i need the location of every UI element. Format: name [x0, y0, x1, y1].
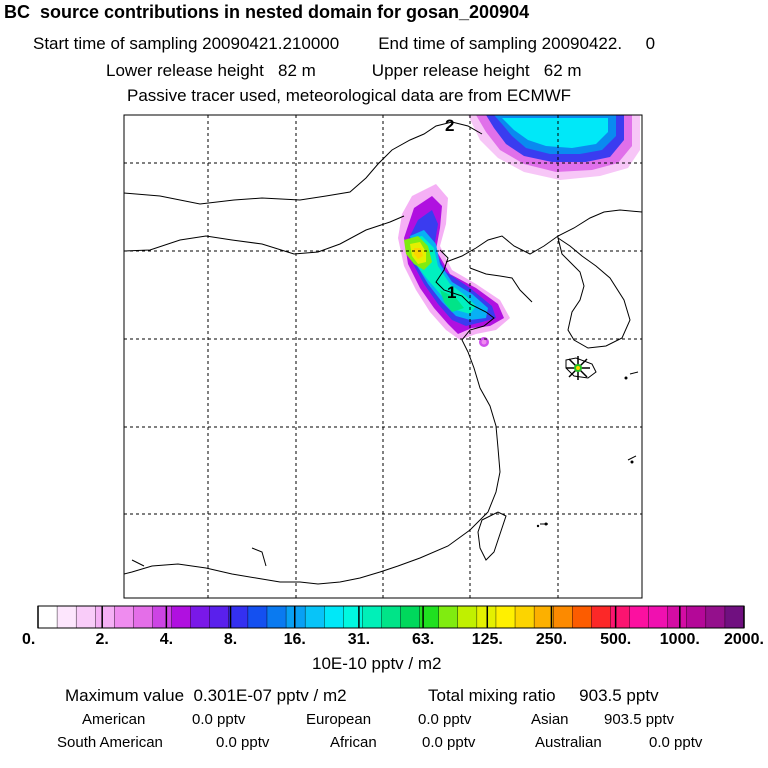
- colorbar-cell: [114, 605, 134, 629]
- upper-release-height: Upper release height 62 m: [371, 61, 582, 80]
- colorbar-cell: [285, 605, 306, 629]
- colorbar-cell: [591, 605, 611, 629]
- colorbar-cell: [495, 605, 516, 629]
- american-label: American: [82, 711, 146, 728]
- plume-north: [468, 115, 640, 180]
- american-value: 0.0 pptv: [192, 711, 246, 728]
- colorbar-tick-label: 2.: [95, 631, 109, 648]
- colorbar-cell: [37, 605, 58, 629]
- colorbar-tick-label: 125.: [471, 631, 503, 648]
- colorbar-cell: [572, 605, 592, 629]
- plume-layer: [398, 115, 640, 347]
- colorbar-cell: [610, 605, 631, 629]
- european-label: European: [306, 711, 372, 728]
- colorbar-cell: [362, 605, 382, 629]
- colorbar-tick-label: 31.: [347, 631, 371, 648]
- asian-label: Asian: [531, 711, 569, 728]
- colorbar-cell: [381, 605, 402, 629]
- australian-value: 0.0 pptv: [649, 734, 703, 751]
- tracer-info: Passive tracer used, meteorological data…: [127, 86, 572, 105]
- colorbar-cell: [686, 605, 707, 629]
- colorbar-cell: [457, 605, 478, 629]
- colorbar-cell: [228, 605, 249, 629]
- maximum-value: Maximum value 0.301E-07 pptv / m2: [65, 686, 347, 705]
- colorbar-cell: [247, 605, 268, 629]
- colorbar-tick-label: 500.: [600, 631, 632, 648]
- colorbar-cell: [171, 605, 192, 629]
- colorbar-cell: [56, 605, 77, 629]
- colorbar-cell: [705, 605, 726, 629]
- colorbar-tick-label: 4.: [159, 631, 174, 648]
- colorbar-cell: [629, 605, 650, 629]
- marker-1-label: 1: [447, 283, 456, 302]
- colorbar-cell: [724, 605, 745, 629]
- lat-lon-grid: [124, 115, 642, 598]
- colorbar-cell: [95, 605, 115, 629]
- start-time: Start time of sampling 20090421.210000: [33, 34, 340, 53]
- colorbar-cell: [75, 605, 96, 629]
- colorbar-cell: [304, 605, 325, 629]
- release-heights: Lower release height 82 m Upper release h…: [106, 61, 582, 81]
- coastlines: [124, 121, 642, 585]
- colorbar-cell: [266, 605, 287, 629]
- colorbar-tick-label: 250.: [535, 631, 568, 648]
- colorbar-cell: [343, 605, 363, 629]
- colorbar-unit: 10E-10 pptv / m2: [312, 654, 442, 673]
- colorbar-cell: [533, 605, 554, 629]
- australian-label: Australian: [535, 734, 602, 751]
- european-value: 0.0 pptv: [418, 711, 472, 728]
- plot-title: BC source contributions in nested domain…: [4, 2, 530, 22]
- colorbar-cell: [552, 605, 573, 629]
- south-american-value: 0.0 pptv: [216, 734, 270, 751]
- colorbar-tick-label: 8.: [223, 631, 238, 648]
- total-mixing-ratio: Total mixing ratio 903.5 pptv: [428, 686, 659, 705]
- colorbar-cell: [209, 605, 230, 629]
- colorbar-tick-label: 63.: [411, 631, 435, 648]
- asian-value: 903.5 pptv: [604, 711, 675, 728]
- colorbar-cell: [514, 605, 535, 629]
- colorbar-cell: [648, 605, 669, 629]
- colorbar-tick-label: 1000.: [659, 631, 700, 648]
- colorbar: [37, 605, 745, 629]
- sampling-times: Start time of sampling 20090421.210000 En…: [33, 34, 655, 54]
- african-value: 0.0 pptv: [422, 734, 476, 751]
- colorbar-tick-label: 0.: [22, 631, 36, 648]
- colorbar-tick-label: 2000.: [723, 631, 764, 648]
- small-islands: [536, 376, 634, 528]
- colorbar-cell: [190, 605, 211, 629]
- receptor-star-icon: [566, 356, 590, 380]
- plume-south: [398, 184, 510, 347]
- colorbar-tick-label: 16.: [283, 631, 306, 648]
- lower-release-height: Lower release height 82 m: [106, 61, 316, 80]
- colorbar-cell: [152, 605, 173, 629]
- marker-2-label: 2: [445, 116, 454, 135]
- colorbar-cell: [400, 605, 421, 629]
- colorbar-cell: [438, 605, 459, 629]
- colorbar-cell: [133, 605, 153, 629]
- map-frame: [123, 114, 643, 599]
- south-american-label: South American: [57, 734, 163, 751]
- colorbar-cell: [667, 605, 688, 629]
- end-time: End time of sampling 20090422. 0: [378, 34, 656, 53]
- colorbar-cell: [324, 605, 344, 629]
- colorbar-major-ticks: [37, 606, 745, 628]
- african-label: African: [330, 734, 377, 751]
